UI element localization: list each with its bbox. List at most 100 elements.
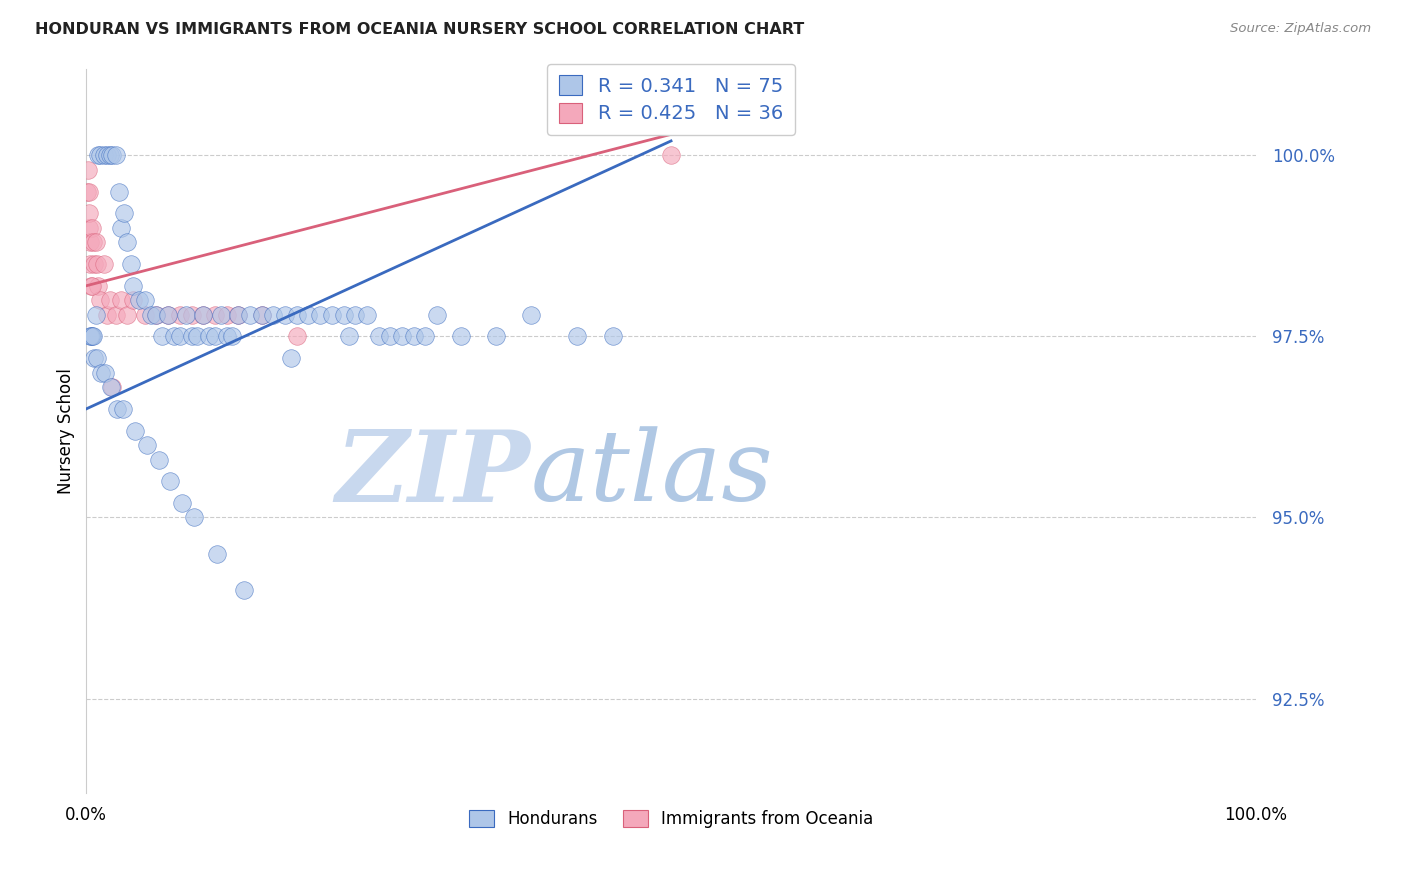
Point [83,351,105,366]
Point [134,308,156,322]
Point [79,329,101,343]
Text: HONDURAN VS IMMIGRANTS FROM OCEANIA NURSERY SCHOOL CORRELATION CHART: HONDURAN VS IMMIGRANTS FROM OCEANIA NURS… [35,22,804,37]
Point [122,293,145,308]
Point [145,308,167,322]
Legend: Hondurans, Immigrants from Oceania: Hondurans, Immigrants from Oceania [463,804,880,835]
Point [285,329,308,343]
Point [567,329,589,343]
Point [80,329,103,343]
Point [309,308,332,322]
Point [207,547,229,561]
Point [101,380,124,394]
Point [228,308,250,322]
Point [110,220,132,235]
Point [77,220,100,235]
Point [159,475,181,489]
Point [120,257,142,271]
Point [228,308,250,322]
Point [77,185,100,199]
Point [148,452,170,467]
Point [339,329,361,343]
Point [391,329,413,343]
Point [115,235,138,250]
Point [80,278,103,293]
Point [108,185,131,199]
Point [136,438,159,452]
Point [84,235,107,250]
Point [112,206,135,220]
Point [157,308,180,322]
Point [82,235,104,250]
Point [98,293,121,308]
Point [356,308,378,322]
Point [215,329,238,343]
Point [82,220,104,235]
Point [87,148,110,162]
Point [94,366,117,380]
Point [128,293,150,308]
Point [82,329,104,343]
Point [183,510,205,524]
Point [659,148,682,162]
Point [186,329,208,343]
Point [415,329,437,343]
Point [233,582,256,597]
Point [204,329,226,343]
Point [104,148,127,162]
Point [150,329,173,343]
Point [450,329,472,343]
Point [163,329,186,343]
Point [262,308,284,322]
Point [169,308,191,322]
Point [239,308,262,322]
Point [367,329,389,343]
Point [122,278,145,293]
Point [193,308,215,322]
Point [82,329,104,343]
Y-axis label: Nursery School: Nursery School [58,368,75,493]
Point [145,308,167,322]
Point [86,257,108,271]
Point [96,148,118,162]
Point [169,329,191,343]
Point [344,308,367,322]
Point [110,293,132,308]
Point [426,308,449,322]
Point [105,401,128,416]
Point [139,308,162,322]
Point [250,308,273,322]
Point [172,496,194,510]
Point [193,308,215,322]
Point [79,257,101,271]
Point [519,308,541,322]
Point [321,308,343,322]
Point [297,308,319,322]
Point [204,308,226,322]
Point [76,185,98,199]
Point [90,366,112,380]
Point [89,148,111,162]
Point [77,206,100,220]
Point [402,329,425,343]
Point [101,148,124,162]
Point [80,278,103,293]
Point [274,308,297,322]
Point [89,293,111,308]
Point [77,162,100,177]
Point [87,278,110,293]
Point [332,308,354,322]
Point [280,351,302,366]
Point [157,308,180,322]
Point [100,380,122,394]
Point [180,329,202,343]
Point [215,308,238,322]
Point [111,401,134,416]
Point [221,329,243,343]
Point [96,308,118,322]
Point [104,308,127,322]
Point [93,148,115,162]
Point [250,308,273,322]
Text: Source: ZipAtlas.com: Source: ZipAtlas.com [1230,22,1371,36]
Point [93,257,115,271]
Text: ZIP: ZIP [336,425,530,523]
